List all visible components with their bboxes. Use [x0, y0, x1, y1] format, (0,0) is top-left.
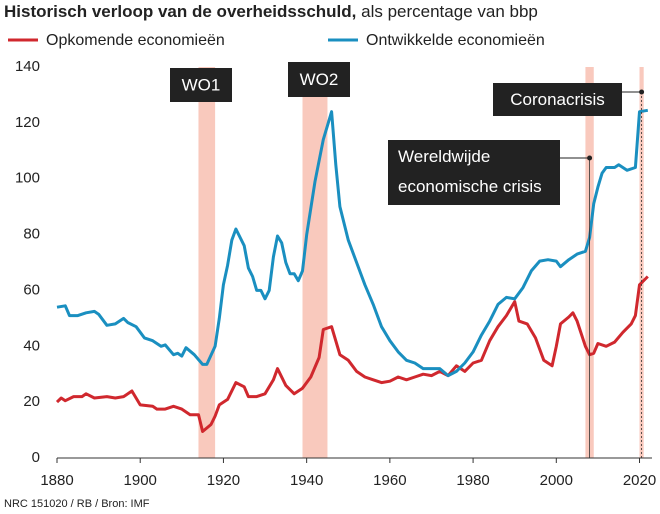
x-tick-label: 1880 [40, 472, 73, 489]
x-tick-label: 1920 [207, 472, 240, 489]
series-line [55, 275, 649, 433]
connector-dot [639, 89, 645, 95]
annotation-label: economische crisis [398, 177, 542, 196]
event-span [302, 67, 328, 458]
y-tick-label: 100 [15, 170, 40, 187]
x-tick-label: 1940 [290, 472, 323, 489]
legend-label: Ontwikkelde economieën [366, 32, 545, 49]
y-tick-label: 20 [23, 393, 40, 410]
annotation-box [288, 62, 350, 97]
title: Historisch verloop van de overheidsschul… [4, 2, 356, 21]
y-tick-label: 120 [15, 114, 40, 131]
x-tick-label: 1980 [456, 472, 489, 489]
y-tick-label: 60 [23, 281, 40, 298]
y-tick-label: 140 [15, 58, 40, 75]
annotation-label: WO2 [300, 70, 339, 89]
y-tick-label: 0 [32, 449, 40, 466]
annotation-box [388, 140, 560, 205]
annotation-label: Coronacrisis [510, 90, 604, 109]
y-tick-label: 40 [23, 337, 40, 354]
annotation-label: Wereldwijde [398, 147, 490, 166]
x-tick-label: 2000 [540, 472, 573, 489]
legend-label: Opkomende economieën [46, 32, 225, 49]
annotation-box [170, 68, 232, 102]
annotation-box [493, 83, 622, 116]
event-span [639, 67, 644, 458]
annotation-label: WO1 [182, 75, 221, 94]
chart-title: Historisch verloop van de overheidsschul… [4, 2, 538, 21]
y-tick-label: 80 [23, 226, 40, 243]
x-tick-label: 1960 [373, 472, 406, 489]
connector-dot [587, 155, 593, 161]
event-span [198, 67, 216, 458]
series-line [56, 108, 649, 378]
x-tick-label: 2020 [623, 472, 656, 489]
x-tick-label: 1900 [124, 472, 157, 489]
subtitle: als percentage van bbp [361, 2, 538, 21]
source: NRC 151020 / RB / Bron: IMF [4, 498, 150, 510]
